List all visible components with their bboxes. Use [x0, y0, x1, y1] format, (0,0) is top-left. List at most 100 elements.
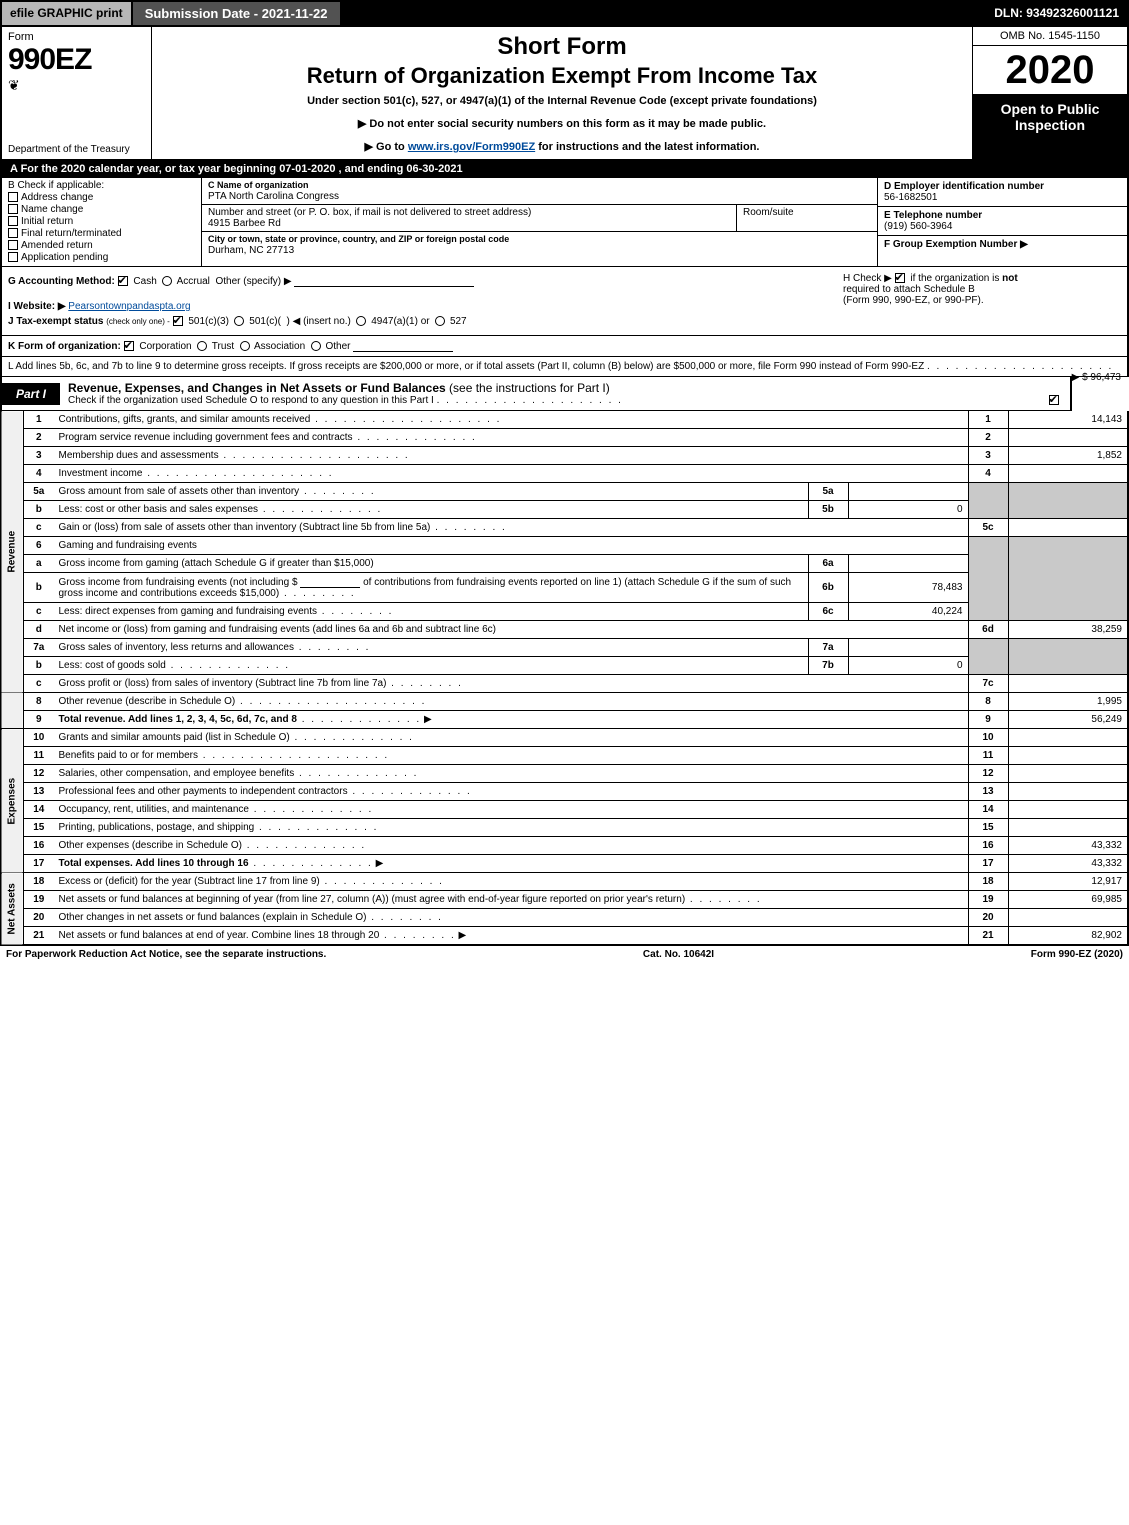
box-e-label: E Telephone number: [884, 210, 982, 221]
line16-amount: 43,332: [1008, 837, 1128, 855]
form-number: 990EZ: [8, 43, 145, 77]
box-h: H Check ▶ if the organization is not req…: [837, 267, 1127, 335]
radio-accrual[interactable]: [162, 276, 172, 286]
box-b-label: B Check if applicable:: [8, 180, 195, 191]
line5a-amount: [848, 483, 968, 501]
box-d-label: D Employer identification number: [884, 181, 1044, 192]
box-c-room-label: Room/suite: [743, 207, 794, 218]
form-org-other-input[interactable]: [353, 340, 453, 352]
footer-mid: Cat. No. 10642I: [643, 949, 714, 960]
radio-trust[interactable]: [197, 341, 207, 351]
radio-4947[interactable]: [356, 316, 366, 326]
radio-other[interactable]: [311, 341, 321, 351]
line11-amount: [1008, 747, 1128, 765]
box-l: L Add lines 5b, 6c, and 7b to line 9 to …: [0, 357, 1129, 377]
org-name: PTA North Carolina Congress: [208, 191, 339, 202]
form-header: Form 990EZ ❦ Department of the Treasury …: [0, 27, 1129, 160]
expenses-vlabel: Expenses: [1, 729, 24, 873]
line5c-amount: [1008, 519, 1128, 537]
line15-amount: [1008, 819, 1128, 837]
info-block: B Check if applicable: Address change Na…: [0, 178, 1129, 267]
tax-year: 2020: [973, 46, 1127, 95]
org-city: Durham, NC 27713: [208, 245, 294, 256]
box-b: B Check if applicable: Address change Na…: [2, 178, 202, 266]
line18-amount: 12,917: [1008, 873, 1128, 891]
radio-association[interactable]: [240, 341, 250, 351]
chk-amended-return[interactable]: Amended return: [8, 240, 195, 251]
box-c-name-label: C Name of organization: [208, 180, 309, 190]
omb-number: OMB No. 1545-1150: [973, 27, 1127, 46]
chk-address-change[interactable]: Address change: [8, 192, 195, 203]
line5b-amount: 0: [848, 501, 968, 519]
footer-right: Form 990-EZ (2020): [1031, 949, 1123, 960]
line12-amount: [1008, 765, 1128, 783]
footer-left: For Paperwork Reduction Act Notice, see …: [6, 949, 326, 960]
efile-button[interactable]: efile GRAPHIC print: [2, 2, 133, 25]
ein-value: 56-1682501: [884, 192, 937, 203]
line20-amount: [1008, 909, 1128, 927]
box-f-label: F Group Exemption Number ▶: [884, 239, 1028, 250]
line4-amount: [1008, 465, 1128, 483]
line7b-amount: 0: [848, 657, 968, 675]
submission-date-button[interactable]: Submission Date - 2021-11-22: [133, 2, 342, 25]
netassets-table: Net Assets 18 Excess or (deficit) for th…: [0, 873, 1129, 945]
part1-header: Part I Revenue, Expenses, and Changes in…: [0, 377, 1072, 411]
chk-scheduleo[interactable]: [1049, 395, 1059, 405]
period-bar: A For the 2020 calendar year, or tax yea…: [0, 160, 1129, 178]
line8-amount: 1,995: [1008, 693, 1128, 711]
dln-label: DLN: 93492326001121: [986, 2, 1127, 25]
form-title-1: Short Form: [162, 33, 962, 61]
org-street: 4915 Barbee Rd: [208, 218, 281, 229]
top-bar: efile GRAPHIC print Submission Date - 20…: [0, 0, 1129, 27]
chk-name-change[interactable]: Name change: [8, 204, 195, 215]
line21-amount: 82,902: [1008, 927, 1128, 945]
arrow-icon: [421, 714, 431, 725]
box-c: C Name of organization PTA North Carolin…: [202, 178, 877, 266]
radio-501c[interactable]: [234, 316, 244, 326]
chk-application-pending[interactable]: Application pending: [8, 252, 195, 263]
chk-501c3[interactable]: [173, 316, 183, 326]
line7a-amount: [848, 639, 968, 657]
arrow-icon: [456, 930, 466, 941]
form-word: Form: [8, 31, 145, 43]
line17-amount: 43,332: [1008, 855, 1128, 873]
header-right: OMB No. 1545-1150 2020 Open to Public In…: [972, 27, 1127, 159]
line6b-amount: 78,483: [848, 573, 968, 603]
box-c-city-label: City or town, state or province, country…: [208, 234, 509, 244]
website-link[interactable]: Pearsontownpandaspta.org: [68, 301, 190, 312]
box-g-label: G Accounting Method:: [8, 276, 115, 287]
revenue-table: Revenue 1 Contributions, gifts, grants, …: [0, 411, 1129, 729]
irs-link[interactable]: www.irs.gov/Form990EZ: [408, 141, 535, 153]
open-public-badge: Open to Public Inspection: [973, 95, 1127, 159]
contrib-blank[interactable]: [300, 576, 360, 588]
chk-corporation[interactable]: [124, 341, 134, 351]
chk-initial-return[interactable]: Initial return: [8, 216, 195, 227]
topbar-spacer: [342, 2, 987, 25]
radio-527[interactable]: [435, 316, 445, 326]
chk-cash[interactable]: [118, 276, 128, 286]
sub3-pre: ▶ Go to: [365, 141, 408, 153]
accounting-other-input[interactable]: [294, 275, 474, 287]
treasury-seal-icon: ❦: [8, 77, 145, 94]
line19-amount: 69,985: [1008, 891, 1128, 909]
line2-amount: [1008, 429, 1128, 447]
form-subtitle-2: ▶ Do not enter social security numbers o…: [162, 117, 962, 130]
telephone-value: (919) 560-3964: [884, 221, 952, 232]
part1-title: Revenue, Expenses, and Changes in Net As…: [60, 377, 1070, 410]
line9-amount: 56,249: [1008, 711, 1128, 729]
header-left: Form 990EZ ❦ Department of the Treasury: [2, 27, 152, 159]
chk-final-return[interactable]: Final return/terminated: [8, 228, 195, 239]
line14-amount: [1008, 801, 1128, 819]
chk-scheduleb[interactable]: [895, 273, 905, 283]
gross-receipts-amount: ▶ $ 96,473: [1072, 372, 1121, 383]
line1-amount: 14,143: [1008, 411, 1128, 429]
line10-amount: [1008, 729, 1128, 747]
section-gh: G Accounting Method: Cash Accrual Other …: [0, 267, 1129, 336]
box-g: G Accounting Method: Cash Accrual Other …: [2, 267, 837, 335]
line13-amount: [1008, 783, 1128, 801]
line6d-amount: 38,259: [1008, 621, 1128, 639]
form-subtitle-3: ▶ Go to www.irs.gov/Form990EZ for instru…: [162, 140, 962, 153]
page-footer: For Paperwork Reduction Act Notice, see …: [0, 945, 1129, 963]
header-mid: Short Form Return of Organization Exempt…: [152, 27, 972, 159]
revenue-vlabel: Revenue: [1, 411, 24, 693]
